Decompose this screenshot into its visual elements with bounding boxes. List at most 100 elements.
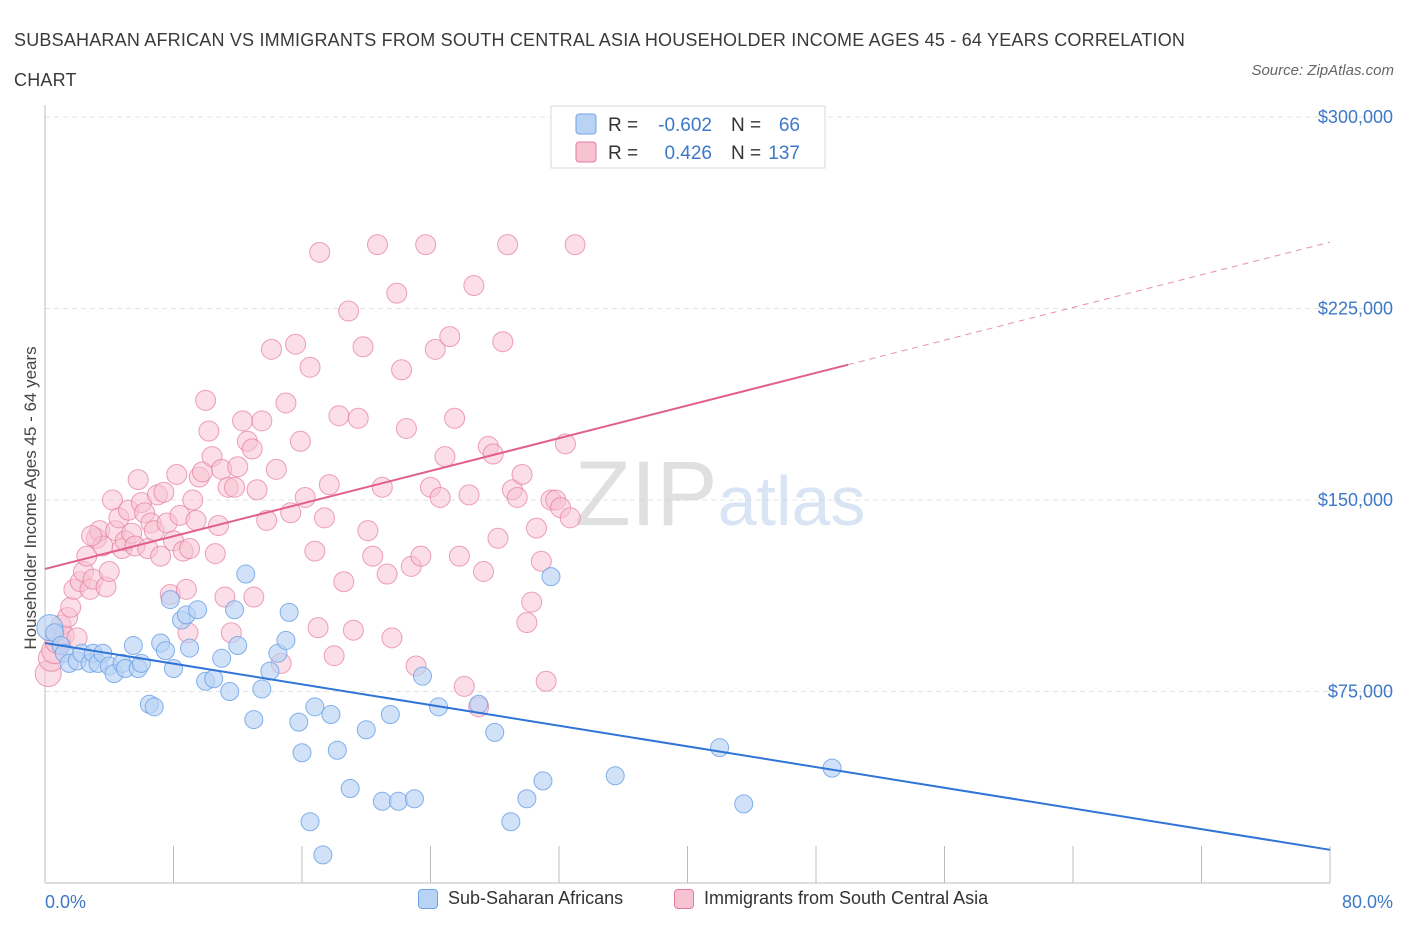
trend-line-immigrants-extension	[848, 241, 1331, 366]
series-immigrants-points	[34, 234, 586, 718]
point-immigrants-7	[60, 596, 82, 618]
point-subsaharan-21	[155, 641, 175, 661]
legend-stats-swatch-0	[575, 113, 597, 135]
watermark-atlas: atlas	[718, 462, 866, 540]
point-subsaharan-62	[605, 766, 625, 786]
legend-n-label-0: N =	[731, 115, 761, 136]
point-immigrants-133	[81, 525, 103, 547]
point-subsaharan-34	[236, 564, 256, 584]
point-immigrants-117	[506, 486, 528, 508]
point-subsaharan-63	[710, 738, 730, 758]
point-subsaharan-61	[541, 567, 561, 587]
point-immigrants-75	[304, 540, 326, 562]
point-subsaharan-46	[321, 704, 341, 724]
point-subsaharan-30	[212, 648, 232, 668]
legend-label-immigrants: Immigrants from South Central Asia	[704, 888, 989, 908]
point-immigrants-76	[309, 241, 331, 263]
legend-r-label-1: R =	[608, 143, 638, 164]
series-subsaharan-points	[36, 564, 842, 865]
point-immigrants-107	[458, 484, 480, 506]
x-tick-label-left: 0.0%	[45, 892, 86, 912]
y-tick-label-0: $75,000	[1328, 682, 1393, 702]
legend-label-subsaharan: Sub-Saharan Africans	[448, 888, 624, 908]
point-immigrants-79	[323, 645, 345, 667]
x-tick-label-right: 80.0%	[1342, 892, 1393, 912]
point-immigrants-72	[289, 430, 311, 452]
legend-item-subsaharan[interactable]: Sub-Saharan Africans	[418, 888, 623, 909]
point-immigrants-59	[227, 456, 249, 478]
point-immigrants-62	[241, 438, 263, 460]
point-immigrants-128	[559, 507, 581, 529]
y-tick-labels: $75,000 $150,000 $225,000 $300,000	[1318, 107, 1393, 702]
point-immigrants-66	[260, 338, 282, 360]
point-immigrants-91	[381, 627, 403, 649]
point-immigrants-105	[448, 545, 470, 567]
point-immigrants-121	[526, 517, 548, 539]
point-immigrants-77	[313, 507, 335, 529]
point-immigrants-110	[473, 560, 495, 582]
point-immigrants-88	[366, 234, 388, 256]
legend-n-value-1: 137	[768, 143, 800, 164]
legend-n-label-1: N =	[731, 143, 761, 164]
point-immigrants-100	[424, 338, 446, 360]
point-immigrants-89	[371, 476, 393, 498]
point-subsaharan-41	[289, 712, 309, 732]
point-immigrants-103	[439, 326, 461, 348]
point-immigrants-101	[429, 486, 451, 508]
legend-r-label-0: R =	[608, 115, 638, 136]
point-immigrants-119	[516, 612, 538, 634]
point-immigrants-102	[434, 446, 456, 468]
legend-swatch-blue	[418, 888, 438, 909]
legend-stats-swatch-1	[575, 141, 597, 163]
legend-swatch-pink	[674, 888, 694, 909]
y-tick-label-3: $300,000	[1318, 107, 1393, 127]
watermark-zip: ZIP	[575, 443, 718, 545]
legend-n-value-0: 66	[779, 115, 800, 136]
point-subsaharan-19	[144, 697, 164, 717]
point-immigrants-86	[357, 520, 379, 542]
point-immigrants-35	[150, 545, 172, 567]
point-immigrants-123	[535, 670, 557, 692]
point-immigrants-118	[511, 463, 533, 485]
point-subsaharan-43	[300, 812, 320, 832]
point-immigrants-43	[175, 578, 197, 600]
point-subsaharan-29	[204, 669, 224, 689]
point-subsaharan-42	[292, 743, 312, 763]
point-immigrants-74	[299, 356, 321, 378]
point-subsaharan-50	[372, 791, 392, 811]
point-immigrants-80	[328, 405, 350, 427]
point-subsaharan-35	[244, 710, 264, 730]
point-subsaharan-53	[404, 789, 424, 809]
legend-r-value-0: -0.602	[658, 115, 712, 136]
point-immigrants-104	[444, 407, 466, 429]
point-immigrants-52	[204, 543, 226, 565]
point-immigrants-49	[195, 389, 217, 411]
point-immigrants-82	[338, 300, 360, 322]
point-immigrants-60	[232, 410, 254, 432]
point-subsaharan-36	[252, 679, 272, 699]
point-immigrants-19	[98, 560, 120, 582]
legend-item-immigrants[interactable]: Immigrants from South Central Asia	[674, 888, 988, 909]
y-tick-label-2: $225,000	[1318, 299, 1393, 319]
point-subsaharan-33	[228, 636, 248, 656]
point-immigrants-106	[453, 675, 475, 697]
point-immigrants-84	[347, 407, 369, 429]
point-subsaharan-64	[734, 794, 754, 814]
trend-line-immigrants	[44, 363, 849, 570]
point-immigrants-69	[275, 392, 297, 414]
point-immigrants-98	[415, 234, 437, 256]
point-subsaharan-56	[469, 694, 489, 714]
point-immigrants-64	[251, 410, 273, 432]
point-immigrants-92	[386, 282, 408, 304]
point-immigrants-83	[342, 619, 364, 641]
point-subsaharan-52	[388, 791, 408, 811]
point-subsaharan-40	[279, 602, 299, 622]
trend-lines	[44, 241, 1331, 851]
point-immigrants-46	[185, 509, 207, 531]
trend-line-subsaharan	[44, 641, 1331, 851]
y-tick-label-1: $150,000	[1318, 490, 1393, 510]
point-immigrants-97	[410, 545, 432, 567]
point-immigrants-65	[256, 509, 278, 531]
point-immigrants-90	[376, 563, 398, 585]
